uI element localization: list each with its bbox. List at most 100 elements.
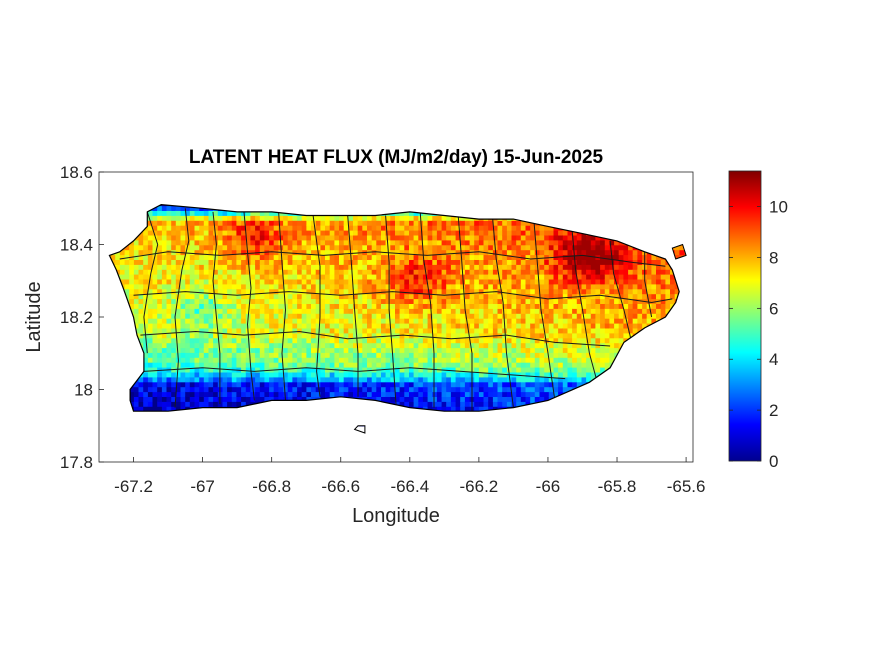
flux-cell xyxy=(213,396,219,402)
flux-cell xyxy=(203,376,210,383)
flux-cell xyxy=(199,298,205,304)
flux-cell xyxy=(241,386,247,393)
flux-cell xyxy=(460,352,466,358)
flux-cell xyxy=(544,367,550,373)
flux-cell xyxy=(255,259,261,265)
flux-cell xyxy=(269,342,275,349)
flux-cell xyxy=(161,239,168,246)
flux-cell xyxy=(516,318,522,324)
flux-cell xyxy=(227,303,233,309)
flux-cell xyxy=(422,274,429,280)
flux-cell xyxy=(217,396,224,402)
flux-cell xyxy=(488,386,494,393)
flux-cell xyxy=(548,234,555,241)
flux-cell xyxy=(250,274,256,280)
flux-cell xyxy=(199,386,205,393)
flux-cell xyxy=(488,391,494,397)
flux-cell xyxy=(497,259,503,265)
flux-cell xyxy=(441,376,447,383)
flux-cell xyxy=(157,210,163,216)
flux-cell xyxy=(399,303,405,309)
flux-cell xyxy=(227,288,233,295)
flux-cell xyxy=(208,293,214,300)
flux-cell xyxy=(422,318,429,324)
flux-cell xyxy=(222,332,228,339)
flux-cell xyxy=(558,352,564,358)
flux-cell xyxy=(245,278,252,285)
flux-cell xyxy=(436,225,443,231)
flux-cell xyxy=(241,293,247,300)
flux-cell xyxy=(422,337,429,344)
flux-cell xyxy=(590,308,597,314)
flux-cell xyxy=(576,303,583,309)
flux-cell xyxy=(297,303,303,309)
flux-cell xyxy=(562,254,569,260)
flux-cell xyxy=(558,259,564,265)
flux-cell xyxy=(278,376,284,383)
flux-cell xyxy=(320,327,326,334)
flux-cell xyxy=(306,327,312,334)
flux-cell xyxy=(427,376,433,383)
flux-cell xyxy=(222,342,228,349)
flux-cell xyxy=(404,249,410,256)
flux-cell xyxy=(413,313,419,319)
flux-cell xyxy=(189,283,196,290)
flux-cell xyxy=(553,367,559,373)
flux-cell xyxy=(474,230,480,236)
flux-cell xyxy=(474,293,480,300)
flux-cell xyxy=(166,220,172,226)
flux-cell xyxy=(273,347,279,353)
flux-cell xyxy=(241,323,247,329)
flux-cell xyxy=(422,401,429,407)
flux-cell xyxy=(143,401,149,407)
flux-cell xyxy=(478,332,485,339)
flux-cell xyxy=(558,288,564,295)
flux-cell xyxy=(418,396,424,402)
flux-cell xyxy=(161,288,168,295)
flux-cell xyxy=(413,352,419,358)
flux-cell xyxy=(353,376,359,383)
flux-cell xyxy=(255,381,261,388)
flux-cell xyxy=(497,298,503,304)
flux-cell xyxy=(147,298,154,304)
flux-cell xyxy=(385,347,391,353)
flux-cell xyxy=(315,352,321,358)
flux-cell xyxy=(436,371,443,378)
flux-cell xyxy=(175,337,182,344)
flux-cell xyxy=(241,381,247,388)
flux-cell xyxy=(497,234,503,241)
flux-cell xyxy=(502,318,508,324)
flux-cell xyxy=(506,293,513,300)
flux-cell xyxy=(436,362,443,368)
flux-cell xyxy=(357,376,363,383)
flux-cell xyxy=(492,264,499,270)
flux-cell xyxy=(474,401,480,407)
flux-cell xyxy=(236,367,242,373)
flux-cell xyxy=(595,288,601,295)
flux-cell xyxy=(525,327,531,334)
flux-cell xyxy=(180,318,186,324)
flux-cell xyxy=(208,386,214,393)
flux-cell xyxy=(283,259,289,265)
flux-cell xyxy=(371,396,377,402)
flux-cell xyxy=(278,342,284,349)
flux-cell xyxy=(236,249,242,256)
flux-cell xyxy=(222,288,228,295)
flux-cell xyxy=(311,249,317,256)
flux-cell xyxy=(180,303,186,309)
flux-cell xyxy=(432,225,438,231)
flux-cell xyxy=(492,342,499,349)
flux-cell xyxy=(348,220,354,226)
flux-cell xyxy=(217,220,224,226)
flux-cell xyxy=(287,362,293,368)
flux-cell xyxy=(325,386,331,393)
flux-cell xyxy=(147,391,154,397)
flux-cell xyxy=(213,386,219,393)
flux-cell xyxy=(133,308,140,314)
flux-cell xyxy=(567,230,573,236)
flux-cell xyxy=(287,347,293,353)
flux-cell xyxy=(129,386,135,393)
flux-cell xyxy=(320,293,326,300)
flux-cell xyxy=(409,313,415,319)
flux-cell xyxy=(343,278,349,285)
